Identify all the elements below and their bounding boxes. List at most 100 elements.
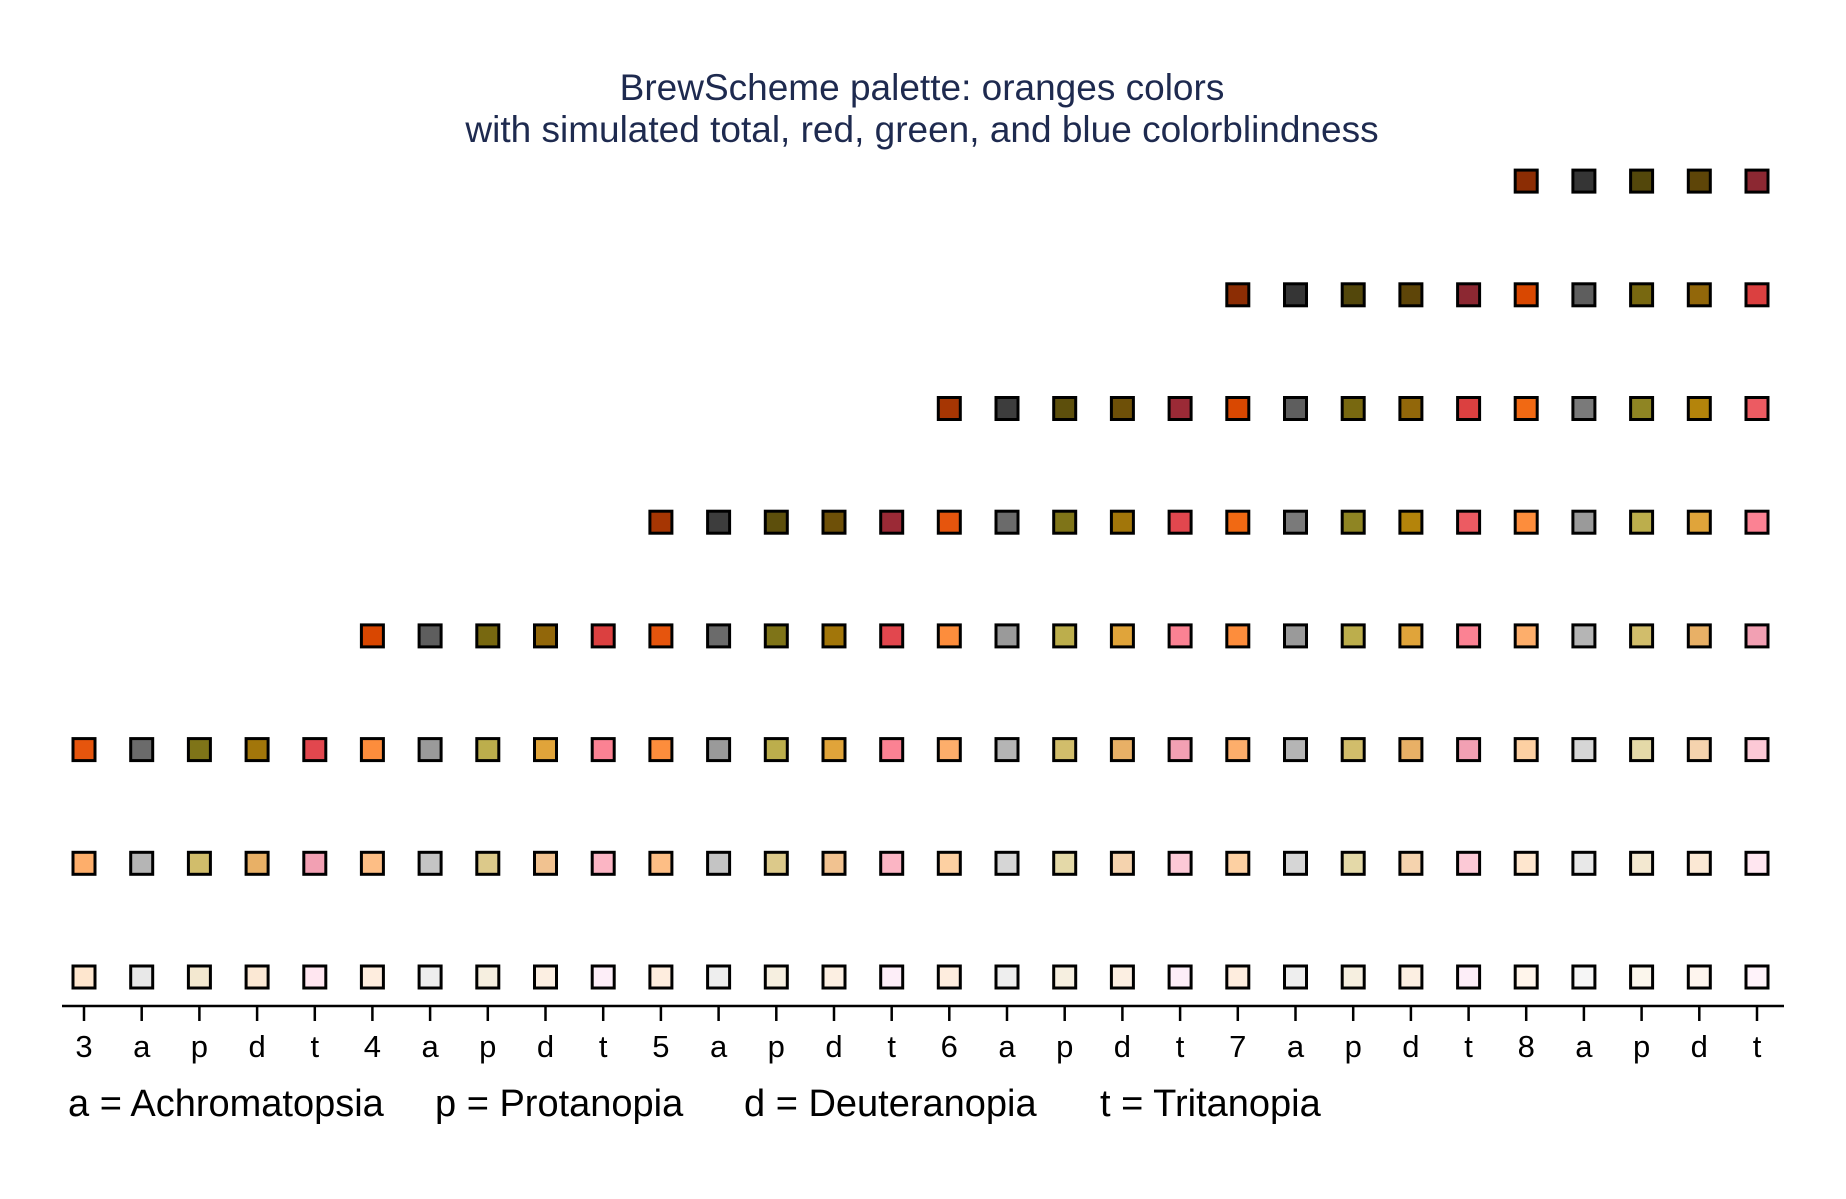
swatch-8-deuteranopia-level-2 [1686, 850, 1712, 876]
x-tick-label: 5 [652, 1029, 669, 1064]
swatch-8-achromatopsia-level-4 [1571, 623, 1597, 649]
swatch-5-achromatopsia-level-1 [706, 964, 732, 990]
swatch-6-original-level-4 [936, 623, 962, 649]
swatch-3-original-level-2 [71, 850, 97, 876]
legend-entry-protanopia: p = Protanopia [435, 1083, 684, 1125]
x-tick-label: a [421, 1029, 439, 1064]
swatch-6-original-level-5 [936, 509, 962, 535]
swatch-8-deuteranopia-level-8 [1686, 168, 1712, 194]
swatch-4-tritanopia-level-3 [590, 737, 616, 763]
swatch-4-original-level-2 [359, 850, 385, 876]
swatch-7-protanopia-level-4 [1340, 623, 1366, 649]
swatch-4-achromatopsia-level-1 [417, 964, 443, 990]
swatch-7-protanopia-level-7 [1340, 282, 1366, 308]
swatch-8-tritanopia-level-2 [1744, 850, 1770, 876]
swatch-8-original-level-1 [1513, 964, 1539, 990]
x-tick-label: p [1633, 1029, 1650, 1064]
swatch-5-protanopia-level-3 [763, 737, 789, 763]
x-tick-label: 6 [941, 1029, 958, 1064]
swatch-5-deuteranopia-level-1 [821, 964, 847, 990]
swatch-5-protanopia-level-1 [763, 964, 789, 990]
swatch-4-achromatopsia-level-4 [417, 623, 443, 649]
swatch-4-original-level-4 [359, 623, 385, 649]
swatch-6-original-level-1 [936, 964, 962, 990]
swatch-6-achromatopsia-level-2 [994, 850, 1020, 876]
swatch-7-achromatopsia-level-3 [1283, 737, 1308, 763]
swatch-3-deuteranopia-level-2 [244, 850, 270, 876]
swatch-6-protanopia-level-6 [1052, 396, 1078, 421]
swatch-7-achromatopsia-level-5 [1283, 509, 1308, 535]
x-tick-label: t [887, 1029, 896, 1064]
swatch-5-deuteranopia-level-2 [821, 850, 847, 876]
swatch-4-deuteranopia-level-1 [533, 964, 558, 990]
swatch-4-original-level-3 [359, 737, 385, 763]
swatch-5-protanopia-level-2 [763, 850, 789, 876]
x-tick-label: p [479, 1029, 496, 1064]
swatch-3-original-level-1 [71, 964, 97, 990]
x-tick-label: a [1287, 1029, 1305, 1064]
swatch-6-original-level-6 [936, 396, 962, 421]
swatch-8-achromatopsia-level-6 [1571, 396, 1597, 421]
swatch-6-original-level-2 [936, 850, 962, 876]
swatch-7-original-level-7 [1225, 282, 1251, 308]
x-axis-ticks: 3 a p d t 4 a p d t 5 a p d t 6 a p d t 7 a p d t 8 a p d t [75, 1006, 1762, 1064]
swatch-6-deuteranopia-level-3 [1109, 737, 1135, 763]
swatch-6-protanopia-level-1 [1052, 964, 1078, 990]
x-tick-label: a [710, 1029, 728, 1064]
swatch-5-tritanopia-level-3 [879, 737, 905, 763]
swatch-7-tritanopia-level-6 [1456, 396, 1482, 421]
swatch-3-protanopia-level-1 [186, 964, 212, 990]
x-tick-label: a [998, 1029, 1016, 1064]
swatch-7-deuteranopia-level-4 [1398, 623, 1424, 649]
swatch-8-protanopia-level-5 [1629, 509, 1655, 535]
legend: a = Achromatopsia p = Protanopia d = Deu… [68, 1083, 1322, 1125]
swatch-8-protanopia-level-8 [1629, 168, 1655, 194]
swatch-7-deuteranopia-level-6 [1398, 396, 1424, 421]
swatch-8-original-level-8 [1513, 168, 1539, 194]
swatch-7-original-level-6 [1225, 396, 1251, 421]
swatch-7-original-level-2 [1225, 850, 1251, 876]
x-tick-label: d [1691, 1029, 1708, 1064]
swatch-6-achromatopsia-level-4 [994, 623, 1020, 649]
swatch-8-achromatopsia-level-1 [1571, 964, 1597, 990]
swatch-7-achromatopsia-level-6 [1283, 396, 1308, 421]
x-tick-label: 8 [1518, 1029, 1535, 1064]
swatch-6-tritanopia-level-6 [1167, 396, 1193, 421]
x-tick-label: t [310, 1029, 319, 1064]
swatch-6-protanopia-level-5 [1052, 509, 1078, 535]
swatch-3-protanopia-level-3 [186, 737, 212, 763]
swatch-6-deuteranopia-level-6 [1109, 396, 1135, 421]
swatch-3-tritanopia-level-3 [302, 737, 328, 763]
swatch-8-protanopia-level-4 [1629, 623, 1655, 649]
swatch-6-deuteranopia-level-1 [1109, 964, 1135, 990]
swatch-8-achromatopsia-level-8 [1571, 168, 1597, 194]
swatch-8-protanopia-level-1 [1629, 964, 1655, 990]
swatch-8-achromatopsia-level-3 [1571, 737, 1597, 763]
x-tick-label: 3 [75, 1029, 92, 1064]
legend-entry-deuteranopia: d = Deuteranopia [744, 1083, 1037, 1125]
swatch-3-achromatopsia-level-2 [129, 850, 155, 876]
swatch-5-deuteranopia-level-5 [821, 509, 847, 535]
x-tick-label: a [1575, 1029, 1593, 1064]
swatch-8-deuteranopia-level-3 [1686, 737, 1712, 763]
swatch-8-tritanopia-level-3 [1744, 737, 1770, 763]
swatch-7-deuteranopia-level-2 [1398, 850, 1424, 876]
swatch-8-original-level-5 [1513, 509, 1539, 535]
x-tick-label: d [825, 1029, 842, 1064]
swatch-7-tritanopia-level-7 [1456, 282, 1482, 308]
swatch-3-protanopia-level-2 [186, 850, 212, 876]
swatch-8-tritanopia-level-7 [1744, 282, 1770, 308]
legend-entry-tritanopia: t = Tritanopia [1100, 1083, 1322, 1125]
swatch-5-original-level-3 [648, 737, 674, 763]
swatch-8-tritanopia-level-8 [1744, 168, 1770, 194]
swatch-7-original-level-3 [1225, 737, 1251, 763]
x-tick-label: t [1176, 1029, 1185, 1064]
x-tick-label: t [599, 1029, 608, 1064]
swatch-3-achromatopsia-level-1 [129, 964, 155, 990]
swatch-6-tritanopia-level-1 [1167, 964, 1193, 990]
swatch-5-original-level-5 [648, 509, 674, 535]
x-tick-label: p [768, 1029, 785, 1064]
x-tick-label: a [133, 1029, 151, 1064]
swatch-4-tritanopia-level-4 [590, 623, 616, 649]
